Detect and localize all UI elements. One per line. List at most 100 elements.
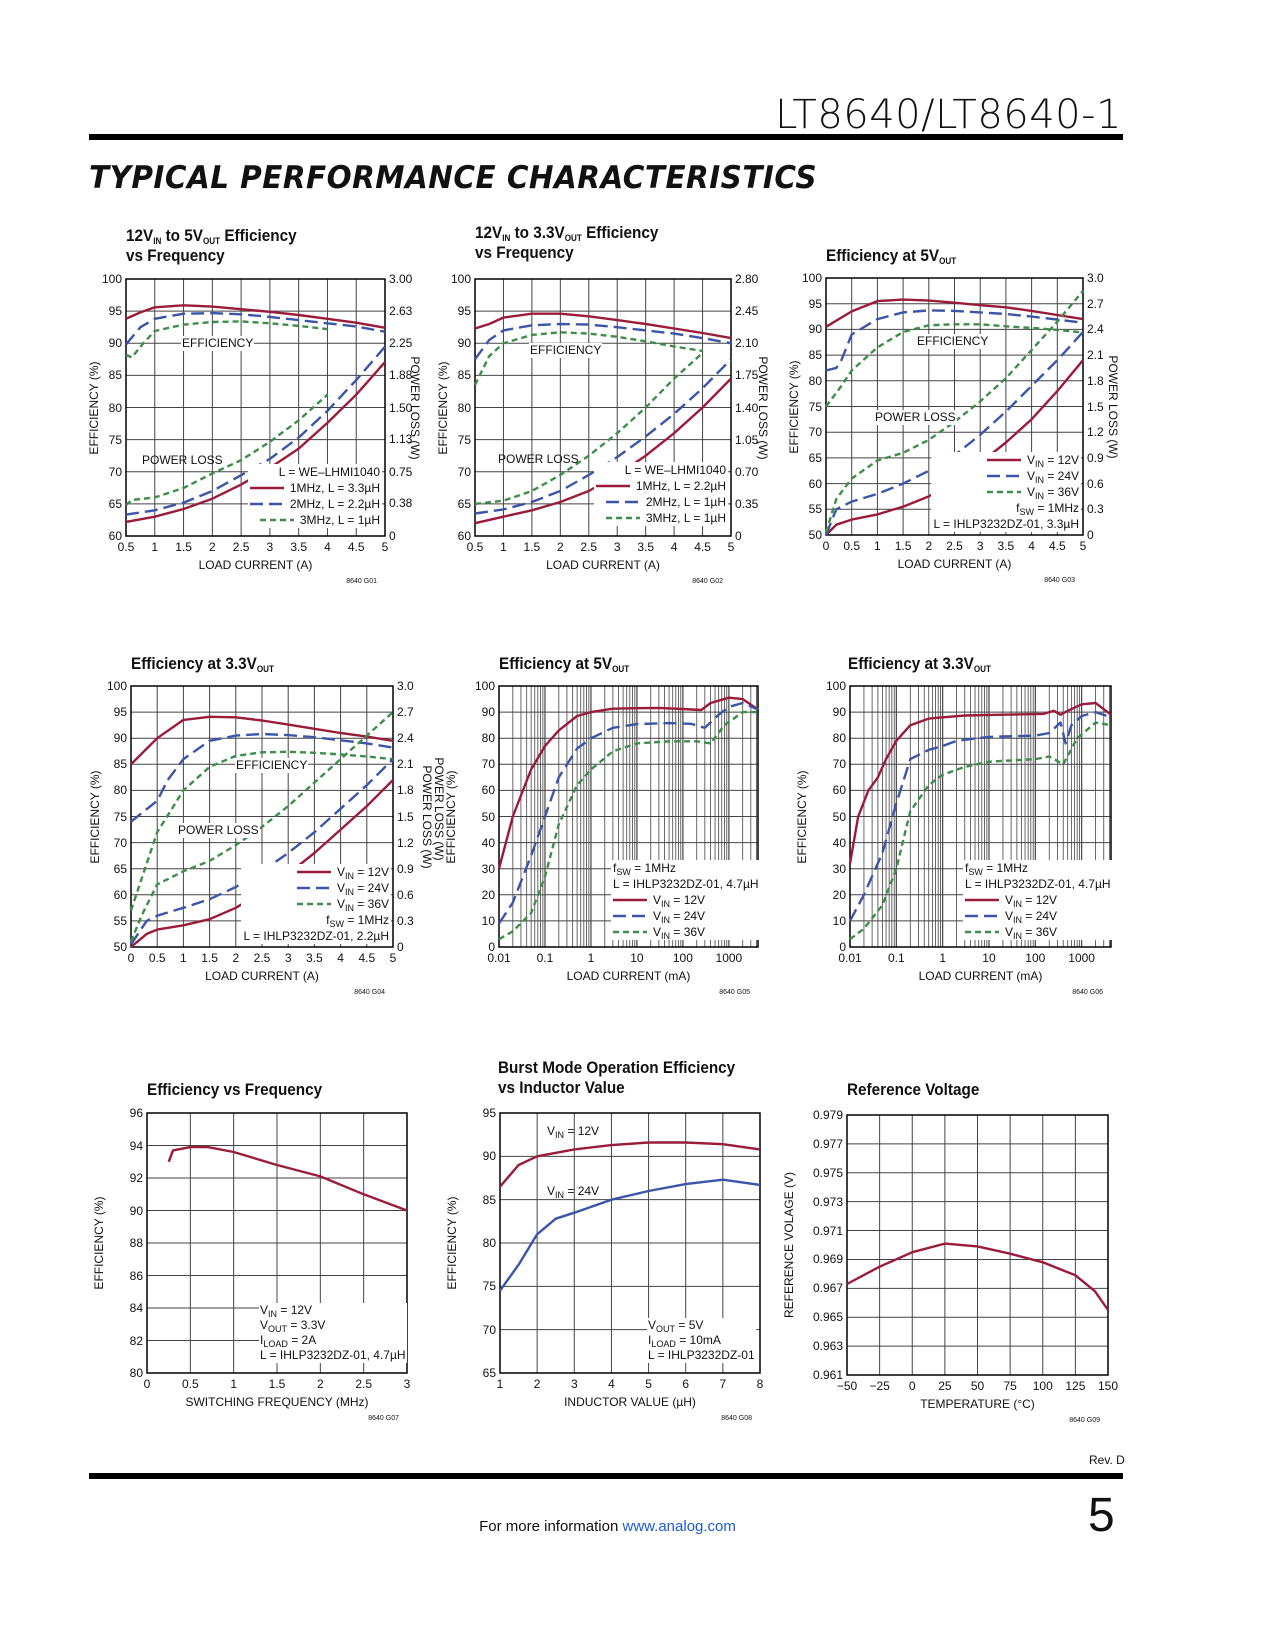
chart-title-line: Efficiency at 3.3VOUT [848,654,991,674]
x-tick-label: 1.5 [894,539,912,553]
x-axis-label: LOAD CURRENT (mA) [566,969,691,983]
text-segment: EFFICIENCY [182,336,254,350]
text-segment: = 36V [1022,925,1058,939]
text-segment: = 1MHz [630,861,676,875]
series-line-2 [125,311,386,346]
text-segment: vs Frequency [126,246,225,265]
legend-label: 2MHz, L = 2.2µH [290,496,380,512]
text-segment: L = IHLP3232DZ-01, 4.7µH [260,1348,406,1362]
text-segment: V [336,865,345,879]
legend-note: L = WE–LHMI1040 [625,462,726,478]
subscript-text: IN [153,236,162,246]
series-line-6 [474,352,704,506]
y-axis-label: EFFICIENCY (%) [87,360,101,455]
y2-tick-label: 0.75 [389,464,413,479]
y-tick-label: 60 [108,529,122,543]
legend-item: VIN = 24V [243,880,389,897]
chart-3: Efficiency at 5VOUT 0 0.5 1 1.5 2 2.5 3 3.5 4 4.5 5… [787,246,1120,584]
text-segment: 2MHz, L = 1µH [645,495,726,509]
legend-label: VIN = 12V [336,864,389,881]
legend-item: 3MHz, L = 1µH [250,512,380,528]
text-segment: = 36V [353,897,389,911]
subscript-text: IN [555,1130,565,1140]
subscript-text: SW [616,867,631,877]
annotation-line: EFFICIENCY [530,343,601,358]
text-segment: 3MHz, L = 1µH [299,513,380,527]
legend-item: fSW = 1MHz [965,860,1111,877]
text-segment: I [260,1333,264,1347]
y2-tick-label: 1.05 [735,432,759,447]
annotation: POWER LOSS [874,410,957,425]
x-tick-label: 2 [533,1377,541,1391]
plot-border [146,1112,408,1374]
y-tick-label: 75 [108,432,122,447]
legend-label: VIN = 24V [1027,468,1079,485]
y-tick-label: 75 [113,809,127,824]
chart-title: Burst Mode Operation Efficiency vs Induct… [498,1058,735,1098]
text-segment: = 24V [564,1184,600,1198]
x-tick-label: 1 [939,951,946,965]
y-tick-label: 84 [129,1301,143,1315]
x-tick-label: 100 [1032,1379,1053,1393]
y2-tick-label: 1.13 [389,432,413,447]
legend-item: VIN = 24V [613,908,759,925]
y-tick-label: 80 [457,400,471,415]
series-line-2 [848,710,1112,922]
annotation: EFFICIENCY [916,334,990,349]
legend-item: VIN = 24V [965,908,1111,925]
chart-title: 12VIN to 5VOUT Efficiency vs Frequency [126,226,297,266]
y2-axis-label: POWER LOSS (W) [756,355,770,460]
legend-swatch [595,484,630,488]
legend-swatch [605,516,640,520]
x-tick-label: 2.5 [580,540,598,554]
legend-item: L = WE–LHMI1040 [250,464,380,480]
legend-item: VIN = 36V [965,924,1111,941]
legend-swatch [613,898,647,902]
legend-label: VIN = 36V [1027,484,1079,501]
series-line-1 [474,312,732,340]
y-tick-label: 50 [832,809,846,824]
figure-id: 8640 G06 [1072,989,1103,996]
subscript-text: IN [344,887,354,897]
y-tick-label: 80 [129,1366,143,1380]
series-line-6 [125,393,329,507]
legend-swatch [259,518,294,522]
y-axis-label: EFFICIENCY (%) [436,360,450,455]
y-tick-label: 65 [482,1366,496,1380]
legend-item: 2MHz, L = 1µH [596,494,726,510]
y2-tick-label: 0.38 [389,496,413,511]
y-tick-label: 0.965 [812,1310,843,1325]
text-segment: vs Frequency [475,243,574,262]
x-axis-label: INDUCTOR VALUE (µH) [564,1395,696,1409]
x-axis-label: SWITCHING FREQUENCY (MHz) [185,1395,369,1409]
y-tick-label: 96 [129,1106,143,1120]
series-line-1 [167,1145,408,1212]
text-segment: = 12V [1022,893,1058,907]
x-tick-label: 4 [670,540,678,554]
legend: L = WE–LHMI1040 1MHz, L = 3.3µH 2MHz, L = … [247,464,382,528]
y-tick-label: 0.963 [812,1339,843,1354]
x-tick-label: 2 [316,1377,324,1391]
chart-title-line: vs Inductor Value [498,1078,735,1098]
x-tick-label: 1000 [1068,951,1095,965]
y-tick-label: 60 [808,476,822,491]
x-tick-label: 4 [1028,539,1035,553]
subscript-text: OUT [973,664,991,674]
legend-item: 3MHz, L = 1µH [596,510,726,526]
chart-4: Efficiency at 3.3VOUT 0 0.5 1 1.5 2 2.5 3 3.5 4 4.… [88,654,434,996]
series-line-2 [130,732,394,823]
subscript-text: SW [968,867,983,877]
subscript-text: OUT [256,664,274,674]
chart-title-line: 12VIN to 5VOUT Efficiency [126,226,297,246]
text-segment: = 12V [353,865,389,879]
x-tick-label: 4.5 [358,951,376,965]
x-tick-label: 1 [230,1377,237,1391]
x-tick-label: 4 [324,540,331,554]
y2-tick-label: 2.1 [1087,348,1104,363]
legend-swatch [965,930,999,934]
y-axis-label: EFFICIENCY (%) [444,769,458,864]
series-line-3 [498,710,758,941]
footer-link[interactable]: www.analog.com [622,1518,736,1535]
chart-5: Efficiency at 5VOUT 0.01 0.1 1 10 100 1000 0 10 2… [432,654,761,996]
text-segment: V [547,1184,556,1198]
